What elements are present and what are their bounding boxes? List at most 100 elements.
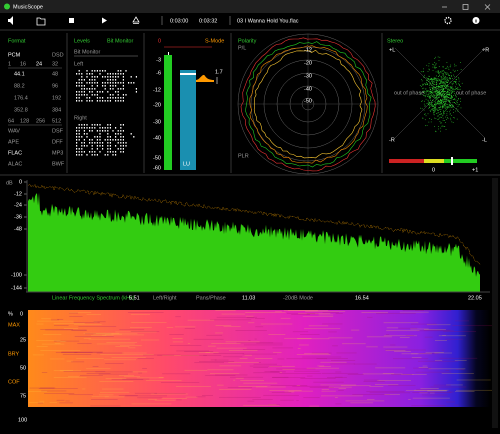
bit	[102, 76, 104, 78]
bit	[135, 88, 137, 90]
polarity-label: PLR	[238, 153, 249, 159]
scrollbar[interactable]	[492, 178, 498, 428]
sample	[443, 81, 445, 83]
sample	[438, 83, 440, 85]
axis-label: -R	[389, 137, 395, 143]
sample	[436, 96, 438, 97]
mode-button[interactable]: -20dB Mode	[283, 295, 313, 301]
sample	[435, 99, 436, 101]
streak	[320, 384, 357, 386]
streak	[249, 365, 283, 367]
eject-button[interactable]	[132, 16, 140, 24]
sample	[452, 122, 454, 123]
bit	[99, 130, 101, 132]
streak	[424, 328, 446, 330]
close[interactable]	[484, 4, 491, 10]
open-button[interactable]	[36, 17, 46, 26]
streak	[29, 402, 45, 403]
streak	[37, 402, 44, 404]
streak	[441, 373, 474, 374]
sample	[449, 82, 451, 84]
bit	[94, 142, 96, 144]
bit	[96, 91, 98, 93]
bit	[120, 142, 122, 144]
sample	[421, 79, 422, 80]
streak	[196, 396, 206, 398]
sample	[427, 79, 428, 81]
streak	[112, 354, 154, 355]
streak	[86, 368, 111, 370]
bit	[117, 88, 119, 90]
bit	[83, 151, 85, 153]
sample	[442, 90, 443, 92]
bit	[78, 139, 80, 141]
settings-button[interactable]	[444, 16, 452, 25]
sample	[445, 88, 447, 89]
streak	[214, 359, 229, 361]
sample	[435, 79, 437, 81]
bit	[115, 154, 117, 156]
mode-button[interactable]: Pans/Phase	[196, 295, 226, 301]
bit	[96, 136, 98, 138]
bit	[76, 73, 78, 75]
maximize[interactable]	[462, 4, 469, 10]
sample	[444, 82, 446, 84]
mode-button[interactable]: Left/Right	[153, 295, 177, 301]
volume-button[interactable]	[8, 16, 13, 25]
bit	[96, 100, 98, 102]
streak	[194, 362, 225, 364]
sample	[451, 115, 453, 117]
sample	[438, 126, 439, 127]
bit	[107, 142, 109, 144]
stop-button[interactable]	[69, 18, 74, 23]
streak	[28, 391, 47, 392]
peak-trace	[27, 183, 481, 265]
bit	[86, 76, 88, 78]
mode-label: Bit Monitor	[107, 38, 133, 44]
sample	[444, 107, 446, 109]
streak	[401, 374, 414, 375]
streak	[263, 394, 299, 396]
streak	[203, 354, 222, 356]
scale-label: BRY	[8, 351, 20, 357]
bit	[125, 145, 127, 147]
bit	[86, 94, 88, 96]
bit	[107, 79, 109, 81]
streak	[180, 354, 207, 356]
bit	[117, 82, 119, 84]
sample	[440, 86, 442, 88]
sample	[436, 83, 438, 85]
streak	[145, 380, 182, 381]
streak	[316, 358, 348, 359]
sample	[432, 91, 433, 93]
bit	[86, 127, 88, 129]
level-bar	[164, 55, 172, 170]
loudness-histogram	[196, 74, 214, 82]
bit	[81, 151, 83, 153]
sample	[446, 77, 447, 79]
sample	[440, 127, 442, 129]
bit	[112, 79, 114, 81]
bit	[112, 130, 114, 132]
sample	[445, 129, 447, 130]
streak	[366, 346, 378, 348]
sample	[433, 94, 435, 96]
bit	[120, 70, 122, 72]
sample	[440, 100, 441, 101]
sample	[439, 91, 440, 92]
streak	[210, 359, 217, 361]
bit	[83, 124, 85, 126]
sample	[460, 101, 461, 102]
sample	[440, 94, 442, 95]
streak	[386, 327, 399, 329]
play-button[interactable]	[102, 17, 107, 24]
sample	[435, 89, 437, 91]
sample	[441, 73, 443, 75]
sample	[437, 112, 439, 114]
sample	[433, 107, 435, 109]
sample	[438, 92, 440, 94]
bit	[83, 142, 85, 144]
streak	[243, 382, 278, 384]
bit	[76, 91, 78, 93]
sample	[449, 86, 451, 87]
